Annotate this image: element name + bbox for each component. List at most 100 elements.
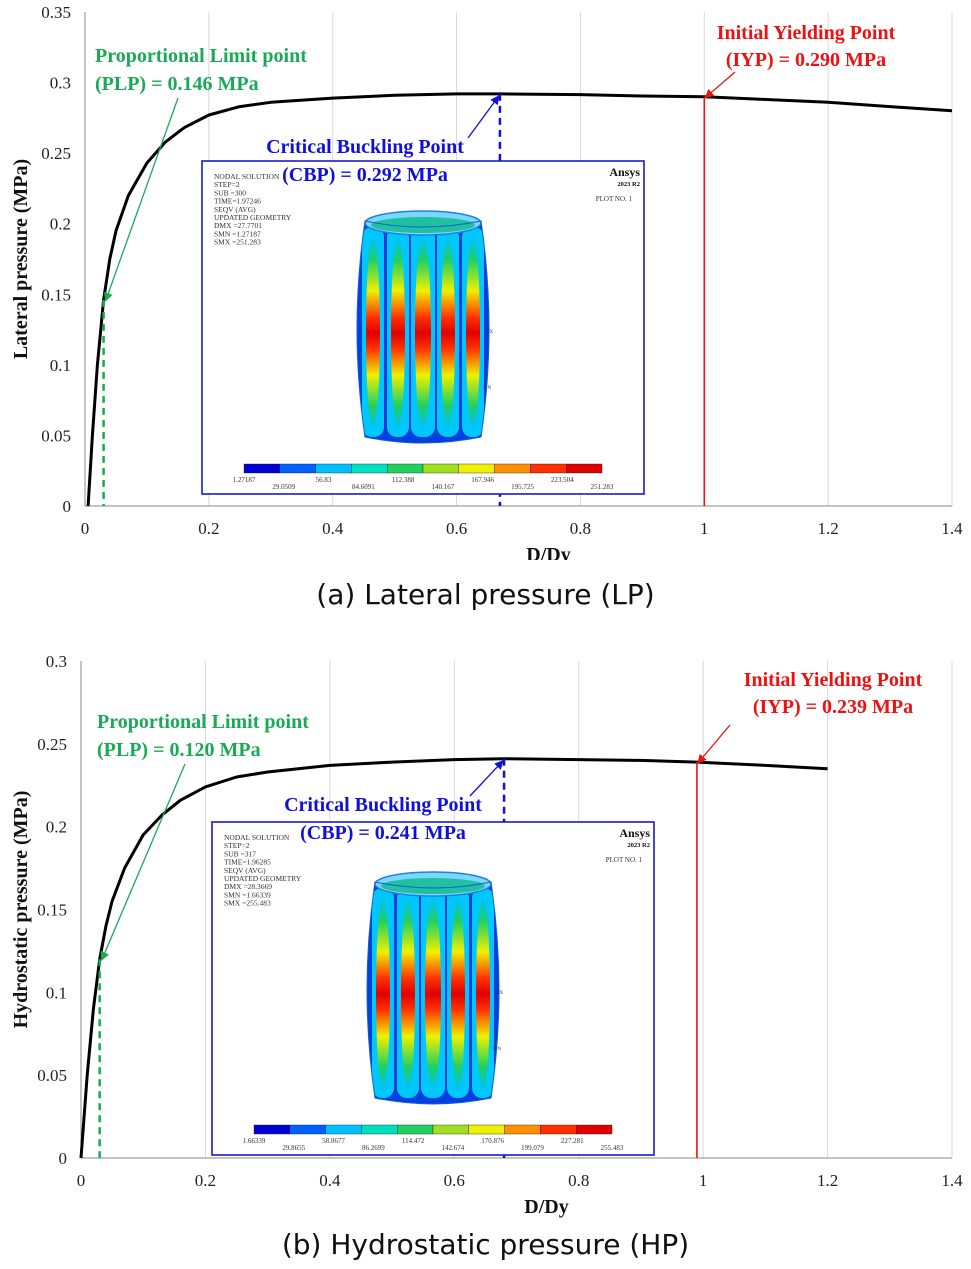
stress-band-core [391,237,405,429]
legend-swatch [396,1124,434,1135]
x-tick-label: 0.6 [446,519,467,538]
legend-value: 142.674 [442,1144,465,1152]
x-tick-label: 0.8 [568,1171,589,1190]
legend-value: 84.6091 [352,483,375,491]
stress-band-core [425,898,441,1090]
series-line [79,757,828,1159]
stress-band-core [366,237,380,429]
legend-swatch [504,1124,541,1135]
legend-swatch [243,463,280,474]
legend-swatch [540,1124,577,1135]
y-tick-label: 0.2 [46,818,67,837]
y-tick-label: 0.15 [41,285,71,304]
legend-swatch [315,463,352,474]
legend-value: 114.472 [402,1137,425,1145]
inset-info-line: NODAL SOLUTION [214,172,280,181]
plp-label-line1: Proportional Limit point [97,711,309,733]
ansys-logo: Ansys [619,826,650,840]
legend-value: 170.876 [481,1137,504,1145]
iyp-label-line1: Initial Yielding Point [717,22,896,44]
cbp-label-line2: (CBP) = 0.292 MPa [282,164,448,186]
legend-swatch [468,1124,505,1135]
plot-number: PLOT NO. 1 [606,856,643,864]
y-tick-label: 0.05 [41,426,71,445]
y-axis-title: Hydrostatic pressure (MPa) [10,791,32,1029]
y-tick-label: 0.3 [50,74,71,93]
inset-info-line: NODAL SOLUTION [224,833,290,842]
stress-band-core [441,237,455,429]
x-tick-label: 0.8 [570,519,591,538]
y-tick-label: 0.2 [50,215,71,234]
legend-value: 1.27187 [233,476,256,484]
legend-swatch [361,1124,398,1135]
cylinder-contour [367,882,499,1104]
legend-swatch [279,463,316,474]
inset-info-line: SEQV (AVG) [224,866,266,875]
y-axis-title: Lateral pressure (MPa) [10,159,32,359]
y-tick-label: 0.1 [50,356,71,375]
cbp-arrow [469,760,504,797]
legend-swatch [351,463,388,474]
legend-swatch [458,463,495,474]
legend-swatch [530,463,567,474]
inset-info-line: DMX =27.7701 [214,221,262,230]
legend-swatch [432,1124,469,1135]
cylinder-outline [366,881,500,1105]
x-axis-title: D/Dy [526,544,570,560]
iyp-arrow [704,71,736,99]
legend-value: 29.0509 [272,483,295,491]
inset-info-line: SMX =255.483 [224,899,271,908]
stress-band-core [476,898,490,1090]
y-tick-label: 0.3 [46,652,67,671]
legend-value: 195.725 [511,483,534,491]
legend-swatch [576,1124,613,1135]
plp-label-line1: Proportional Limit point [95,45,307,67]
legend-swatch [566,463,603,474]
plot-number: PLOT NO. 1 [596,195,633,203]
cylinder-outline [356,220,490,444]
inset-info-line: SMN =1.66339 [224,890,271,899]
chart-hydrostatic-pressure: 0 0.2 0.4 0.6 0.8 1 1.2 1.4 0 0.05 0.1 0.15 0.2 0.25 0… [10,652,963,1218]
y-tick-label: 0.05 [37,1066,67,1085]
legend-value: 227.281 [561,1137,584,1145]
legend-swatch [386,463,424,474]
stress-band-core [376,898,390,1090]
y-tick-label: 0.25 [37,735,67,754]
inset-info-line: SUB =300 [214,188,246,197]
cbp-arrow [467,95,500,139]
legend-value: 140.167 [432,483,455,491]
ansys-version: 2023 R2 [617,181,640,188]
x-tick-label: 0.6 [444,1171,465,1190]
legend-value: 223.504 [551,476,574,484]
plp-arrow [104,97,179,302]
x-tick-label: 1.2 [818,519,839,538]
x-tick-label: 0 [77,1171,86,1190]
inset-info-line: STEP=2 [214,180,240,189]
legend-value: 86.2699 [362,1144,385,1152]
iyp-label-line1: Initial Yielding Point [744,669,923,691]
y-tick-label: 0.1 [46,983,67,1002]
cbp-label-line2: (CBP) = 0.241 MPa [300,822,466,844]
x-axis-title: D/Dy [524,1196,568,1218]
stress-band-core [451,898,465,1090]
x-tick-label: 1 [699,1171,708,1190]
cylinder-top-inner [371,217,475,233]
iyp-label-line2: (IYP) = 0.239 MPa [753,696,913,718]
inset-info-line: SUB =317 [224,849,256,858]
plp-arrow [100,763,186,962]
legend-value: 251.283 [591,483,614,491]
legend-swatch [422,463,459,474]
stress-band-core [466,237,480,429]
cylinder-contour [357,221,489,443]
legend-swatch [494,463,531,474]
node-label-mx: MX [495,991,503,996]
x-tick-label: 0.4 [322,519,344,538]
ansys-logo: Ansys [609,165,640,179]
x-tick-label: 0 [81,519,90,538]
node-label-mn: MN [483,386,491,391]
stress-band-core [415,237,431,429]
inset-info-line: DMX =28.3669 [224,882,272,891]
inset-info-line: UPDATED GEOMETRY [214,213,292,222]
